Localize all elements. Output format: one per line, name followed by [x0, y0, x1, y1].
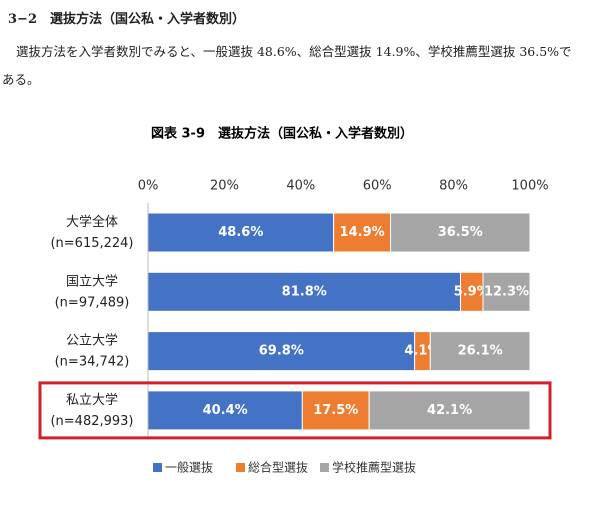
paragraph: 選抜方法を入学者数別でみると、一般選抜 48.6%、総合型選抜 14.9%、学校…: [2, 44, 572, 87]
chart-title: 図表 3-9 選抜方法（国公私・入学者数別）: [151, 126, 413, 142]
data-label: 42.1%: [427, 403, 472, 418]
data-label: 26.1%: [458, 344, 503, 359]
data-label: 69.8%: [259, 344, 304, 359]
bar-segment: [482, 271, 531, 312]
category-note: (n=615,224): [50, 236, 133, 251]
bar-segment: [301, 390, 370, 431]
category-note: (n=97,489): [55, 295, 130, 310]
x-tick-label: 80%: [439, 179, 468, 194]
x-tick-label: 20%: [210, 179, 239, 194]
data-label: 14.9%: [340, 225, 385, 240]
legend-label: 一般選抜: [165, 460, 213, 475]
data-label: 5.9%: [454, 284, 490, 299]
data-label: 40.4%: [203, 403, 248, 418]
legend-label: 学校推薦型選抜: [332, 460, 416, 475]
data-label: 81.8%: [282, 284, 327, 299]
bar-segment: [147, 271, 461, 312]
data-label: 12.3%: [484, 284, 529, 299]
section-heading: 3−2 選抜方法（国公私・入学者数別）: [8, 12, 245, 27]
bar-segment: [333, 212, 392, 253]
bar-segment: [390, 212, 531, 253]
data-label: 17.5%: [313, 403, 358, 418]
highlight-box: [38, 381, 552, 440]
x-tick-label: 40%: [286, 179, 315, 194]
category-label: 大学全体: [66, 214, 118, 230]
category-note: (n=34,742): [55, 355, 130, 370]
legend-swatch: [320, 463, 329, 472]
bar-segment: [368, 390, 531, 431]
category-note: (n=482,993): [50, 414, 133, 429]
x-tick-label: 60%: [363, 179, 392, 194]
x-tick-label: 0%: [138, 179, 159, 194]
data-label: 48.6%: [218, 225, 263, 240]
legend-label: 総合型選抜: [248, 460, 308, 475]
category-label: 公立大学: [66, 333, 118, 349]
bar-segment: [429, 331, 531, 372]
bar-segment: [147, 390, 303, 431]
category-label: 私立大学: [66, 392, 118, 408]
bar-segment: [147, 212, 335, 253]
legend-swatch: [153, 463, 162, 472]
x-tick-label: 100%: [511, 179, 548, 194]
category-label: 国立大学: [66, 273, 118, 289]
data-label: 36.5%: [438, 225, 483, 240]
legend-swatch: [236, 463, 245, 472]
